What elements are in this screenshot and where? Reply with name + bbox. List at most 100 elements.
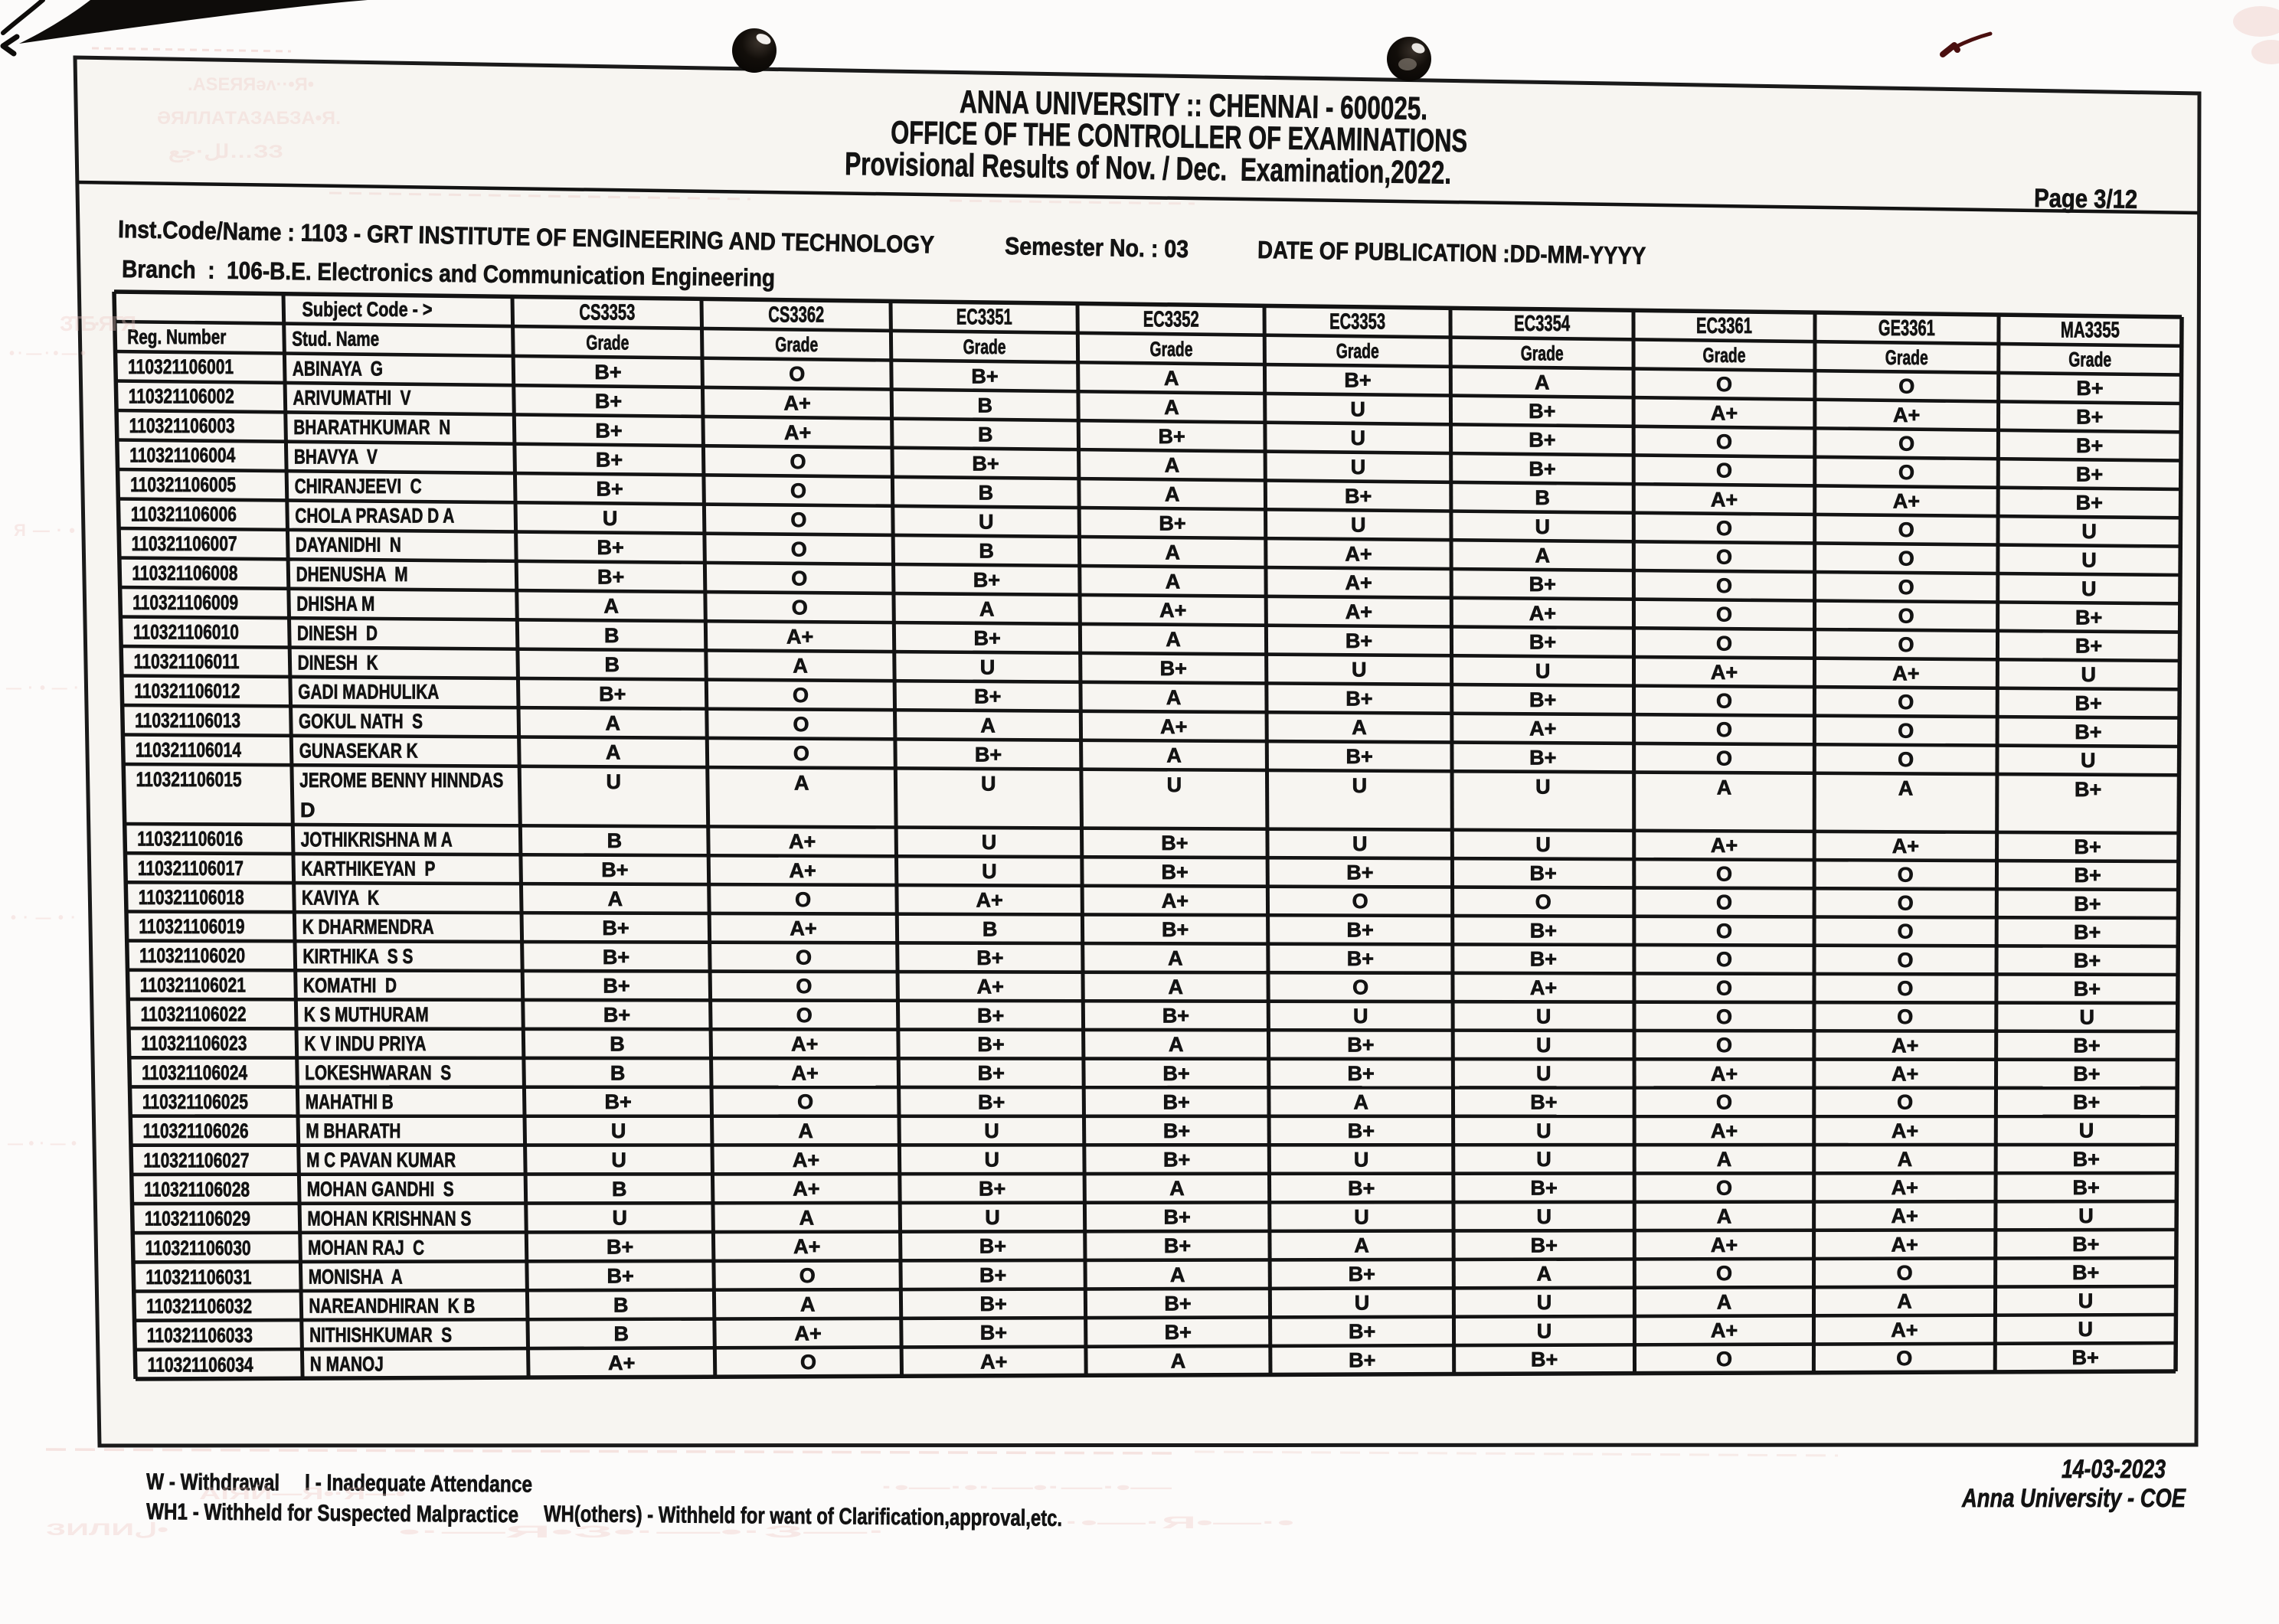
svg-text:O: O bbox=[1352, 976, 1368, 999]
svg-text:O: O bbox=[790, 508, 806, 531]
svg-text:B+: B+ bbox=[2075, 635, 2102, 658]
svg-text:110321106010: 110321106010 bbox=[133, 620, 239, 643]
svg-text:A: A bbox=[606, 712, 621, 735]
svg-text:B+: B+ bbox=[2073, 1034, 2100, 1057]
svg-text:B: B bbox=[978, 423, 993, 446]
svg-text:B+: B+ bbox=[2075, 721, 2101, 743]
svg-text:A: A bbox=[1537, 1263, 1552, 1286]
svg-text:DHENUSHA M: DHENUSHA M bbox=[296, 563, 408, 586]
svg-text:АſЯӤ—Я•·Я—•: АſЯӤ—Я•·Я—• bbox=[199, 1484, 406, 1503]
svg-text:110321106009: 110321106009 bbox=[132, 591, 238, 614]
svg-text:A+: A+ bbox=[1892, 1204, 1918, 1227]
svg-text:110321106025: 110321106025 bbox=[142, 1090, 248, 1113]
svg-text:U: U bbox=[1535, 659, 1551, 682]
svg-text:O: O bbox=[1897, 977, 1913, 1000]
svg-text:110321106032: 110321106032 bbox=[146, 1295, 252, 1318]
svg-text:ƏЯЛЛАTАЗАБЗА•Я.: ƏЯЛЛАTАЗАБЗА•Я. bbox=[157, 108, 341, 129]
svg-text:B+: B+ bbox=[2073, 1091, 2100, 1114]
svg-text:KOMATHI D: KOMATHI D bbox=[303, 974, 397, 997]
svg-text:U: U bbox=[1537, 1319, 1552, 1342]
svg-text:O: O bbox=[1898, 375, 1914, 398]
svg-text:A+: A+ bbox=[790, 859, 816, 882]
svg-text:O: O bbox=[789, 363, 805, 386]
svg-text:A+: A+ bbox=[1530, 976, 1557, 999]
svg-text:MONISHA A: MONISHA A bbox=[309, 1265, 403, 1288]
svg-text:O: O bbox=[796, 946, 812, 969]
svg-text:B+: B+ bbox=[597, 565, 624, 588]
svg-text:U: U bbox=[982, 831, 997, 854]
svg-text:B+: B+ bbox=[1165, 1321, 1192, 1344]
svg-text:110321106002: 110321106002 bbox=[129, 384, 234, 407]
svg-text:•·—Я•З•·—•·З—·: •·—Я•З•·—•·З—· bbox=[398, 1522, 888, 1541]
svg-text:110321106031: 110321106031 bbox=[146, 1266, 251, 1289]
svg-text:U: U bbox=[607, 770, 622, 793]
svg-text:U: U bbox=[1536, 1034, 1551, 1057]
svg-text:O: O bbox=[1716, 603, 1732, 626]
svg-text:Grade: Grade bbox=[1150, 338, 1193, 361]
svg-text:B+: B+ bbox=[1160, 657, 1187, 680]
svg-text:110321106015: 110321106015 bbox=[136, 768, 242, 791]
svg-text:B+: B+ bbox=[602, 917, 629, 939]
svg-text:B+: B+ bbox=[1161, 861, 1188, 884]
svg-text:·•—·•·—•·—·•—: ·•—·•·—•·—·•— bbox=[881, 1478, 1172, 1497]
svg-text:A: A bbox=[1170, 1263, 1185, 1286]
svg-text:O: O bbox=[792, 596, 808, 619]
svg-text:U: U bbox=[1537, 1291, 1552, 1314]
svg-text:O: O bbox=[797, 1090, 813, 1113]
svg-text:O: O bbox=[793, 684, 809, 707]
svg-text:B+: B+ bbox=[2072, 1261, 2099, 1284]
svg-text:O: O bbox=[791, 538, 807, 560]
svg-text:110321106018: 110321106018 bbox=[139, 886, 244, 909]
svg-text:110321106013: 110321106013 bbox=[135, 709, 240, 732]
svg-text:A+: A+ bbox=[1159, 599, 1186, 622]
svg-text:U: U bbox=[982, 860, 997, 883]
svg-text:B+: B+ bbox=[2074, 892, 2101, 915]
svg-text:A: A bbox=[1898, 777, 1914, 800]
svg-text:B: B bbox=[607, 829, 623, 852]
svg-text:B: B bbox=[983, 917, 998, 940]
svg-text:B+: B+ bbox=[596, 449, 623, 472]
svg-text:O: O bbox=[796, 975, 812, 998]
svg-text:•·—·•—•: •·—·•—• bbox=[9, 345, 86, 362]
svg-text:Grade: Grade bbox=[1885, 346, 1928, 369]
svg-text:D: D bbox=[300, 799, 316, 822]
svg-text:B+: B+ bbox=[2075, 778, 2101, 801]
svg-text:B+: B+ bbox=[596, 478, 623, 501]
svg-text:NITHISHKUMAR S: NITHISHKUMAR S bbox=[309, 1324, 452, 1347]
svg-text:WH(others) - Withheld for want: WH(others) - Withheld for want of Clarif… bbox=[544, 1501, 1062, 1531]
svg-text:O: O bbox=[1716, 546, 1732, 569]
svg-text:K S MUTHURAM: K S MUTHURAM bbox=[304, 1003, 429, 1026]
svg-text:A: A bbox=[1169, 1177, 1185, 1200]
svg-text:U: U bbox=[1535, 833, 1551, 856]
svg-text:A+: A+ bbox=[1711, 1062, 1738, 1085]
svg-text:O: O bbox=[1898, 576, 1914, 599]
svg-text:JOTHIKRISHNA M A: JOTHIKRISHNA M A bbox=[301, 828, 453, 851]
svg-text:O: O bbox=[1898, 863, 1914, 886]
svg-text:B+: B+ bbox=[1161, 832, 1188, 854]
svg-text:O: O bbox=[790, 450, 806, 473]
svg-text:A: A bbox=[1354, 1234, 1369, 1257]
svg-text:Grade: Grade bbox=[775, 333, 818, 356]
svg-text:MOHAN GANDHI S: MOHAN GANDHI S bbox=[307, 1178, 454, 1201]
svg-text:A+: A+ bbox=[976, 889, 1003, 912]
svg-text:ANNA UNIVERSITY :: CHENNAI - 6: ANNA UNIVERSITY :: CHENNAI - 600025. bbox=[960, 83, 1428, 126]
svg-text:U: U bbox=[611, 1119, 626, 1142]
svg-text:O: O bbox=[1716, 373, 1732, 396]
svg-text:B+: B+ bbox=[603, 975, 629, 998]
svg-text:B: B bbox=[610, 1032, 625, 1055]
svg-text:110321106007: 110321106007 bbox=[132, 532, 237, 555]
svg-text:B+: B+ bbox=[2074, 864, 2101, 887]
svg-text:A: A bbox=[1717, 776, 1732, 799]
svg-text:U: U bbox=[1351, 514, 1366, 537]
svg-text:LOKESHWARAN S: LOKESHWARAN S bbox=[305, 1061, 451, 1084]
svg-text:B+: B+ bbox=[1529, 631, 1556, 654]
svg-text:B+: B+ bbox=[2075, 835, 2101, 858]
svg-text:B+: B+ bbox=[1162, 918, 1189, 941]
svg-text:Grade: Grade bbox=[1336, 340, 1379, 363]
svg-text:O: O bbox=[1716, 689, 1732, 712]
svg-text:CHIRANJEEVI C: CHIRANJEEVI C bbox=[295, 475, 422, 498]
svg-text:NAREANDHIRAN K B: NAREANDHIRAN K B bbox=[309, 1295, 475, 1318]
svg-text:A: A bbox=[1166, 541, 1181, 564]
svg-text:A+: A+ bbox=[1711, 488, 1738, 511]
svg-text:A+: A+ bbox=[789, 830, 816, 853]
